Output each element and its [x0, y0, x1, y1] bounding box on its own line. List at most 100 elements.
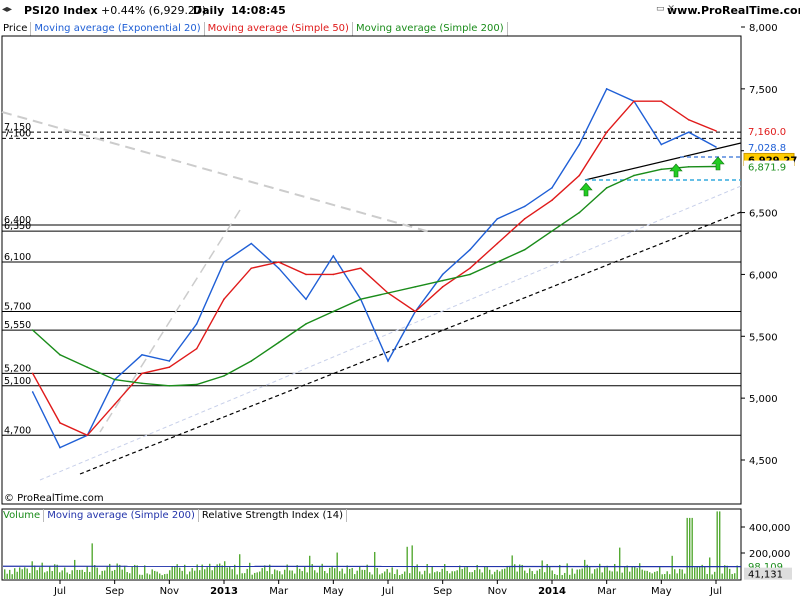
- volume-bar: [581, 568, 583, 579]
- volume-bar: [376, 567, 378, 579]
- volume-bar: [669, 574, 671, 579]
- ma-point: [31, 372, 34, 375]
- volume-bar: [491, 574, 493, 579]
- volume-bar: [139, 574, 141, 579]
- volume-bar: [619, 547, 621, 579]
- volume-bar: [506, 565, 508, 579]
- volume-bar: [394, 574, 396, 579]
- ma-point: [59, 446, 61, 449]
- ma-point: [141, 382, 143, 385]
- time-label: 14:08:45: [231, 4, 286, 17]
- volume-bar: [171, 566, 173, 579]
- y-tick-label: 6,500: [749, 209, 778, 220]
- volume-legend: Volume Moving average (Simple 200) Relativ…: [0, 509, 348, 522]
- ma-point: [414, 286, 417, 288]
- volume-bar: [674, 569, 676, 579]
- period-label: Daily: [193, 4, 225, 17]
- ma-point: [332, 310, 335, 313]
- volume-bar: [706, 573, 708, 579]
- volume-bar: [474, 570, 476, 579]
- volume-bar: [276, 570, 278, 579]
- y-tick-label: 5,500: [749, 332, 778, 343]
- level-label: 6,100: [4, 252, 31, 263]
- legend-price: Price: [0, 22, 32, 36]
- volume-bar: [559, 564, 561, 579]
- volume-bar: [86, 566, 88, 579]
- volume-bar: [571, 568, 573, 579]
- volume-bar: [256, 572, 258, 579]
- volume-bar: [151, 569, 153, 579]
- volume-bar: [61, 570, 63, 579]
- ma-point: [223, 261, 225, 263]
- volume-bar: [461, 569, 463, 579]
- volume-bar: [236, 574, 238, 579]
- ma-point: [359, 298, 362, 300]
- volume-bar: [616, 571, 618, 579]
- volume-bar: [209, 563, 211, 579]
- up-arrow-icon: [711, 156, 725, 171]
- volume-bar: [684, 573, 686, 579]
- volume-bar: [161, 575, 163, 579]
- volume-bar: [611, 571, 613, 579]
- volume-bar: [51, 571, 53, 579]
- window-controls-icon[interactable]: ▭ ✕: [656, 4, 675, 14]
- ma-point: [113, 378, 116, 381]
- volume-bar: [644, 570, 646, 579]
- volume-bar: [689, 517, 691, 579]
- volume-bar: [569, 574, 571, 579]
- volume-bar: [131, 566, 133, 579]
- ma-point: [687, 165, 690, 168]
- ma-point: [113, 403, 116, 406]
- level-label: 4,700: [4, 425, 31, 436]
- site-label[interactable]: www.ProRealTime.com: [667, 4, 800, 17]
- sma50-value-label: 7,160.0: [748, 127, 786, 138]
- ma-point: [660, 100, 663, 103]
- volume-bar: [374, 551, 376, 579]
- volume-bar: [11, 574, 13, 579]
- volume-bar: [489, 569, 491, 579]
- volume-bar: [334, 568, 336, 579]
- ma-point: [523, 217, 526, 220]
- up-arrow-icon: [579, 182, 593, 197]
- volume-bar: [606, 565, 608, 579]
- volume-bar: [391, 567, 393, 579]
- volume-bar: [191, 568, 193, 579]
- ma-point: [496, 242, 499, 245]
- sma200-line: [32, 165, 717, 387]
- volume-bar: [234, 564, 236, 579]
- ma-point: [332, 255, 335, 257]
- volume-bar: [656, 571, 658, 579]
- volume-bar: [736, 565, 738, 579]
- volume-bar: [499, 571, 501, 579]
- volume-bar: [601, 572, 603, 579]
- copyright-label: © ProRealTime.com: [4, 493, 104, 504]
- volume-bar: [541, 560, 543, 579]
- volume-bar: [671, 555, 673, 579]
- volume-bar: [429, 573, 431, 579]
- volume-bar: [664, 573, 666, 579]
- sma200-value-label-box: [744, 160, 794, 173]
- level-label: 7,150: [4, 122, 31, 133]
- volume-bar: [64, 567, 66, 579]
- ma-point: [250, 267, 253, 270]
- volume-bar: [36, 570, 38, 579]
- ma-point: [31, 329, 34, 331]
- volume-bar: [456, 570, 458, 579]
- ma-point: [441, 286, 444, 288]
- volume-bar: [344, 573, 346, 579]
- y-tick-label: 6,000: [749, 270, 778, 281]
- volume-bar: [534, 574, 536, 579]
- volume-bar: [41, 562, 43, 579]
- ma-point: [59, 422, 61, 424]
- volume-bar: [286, 564, 288, 579]
- volume-bar: [379, 574, 381, 579]
- ma-point: [195, 383, 198, 386]
- ma-point: [414, 310, 417, 313]
- volume-bar: [246, 568, 248, 579]
- volume-bar: [401, 573, 403, 579]
- toolbar-arrows-icon[interactable]: ◂▸: [2, 4, 13, 15]
- volume-bar: [561, 575, 563, 579]
- volume-bar: [46, 571, 48, 579]
- ma-point: [715, 146, 717, 148]
- x-tick-label: 2014: [538, 586, 566, 597]
